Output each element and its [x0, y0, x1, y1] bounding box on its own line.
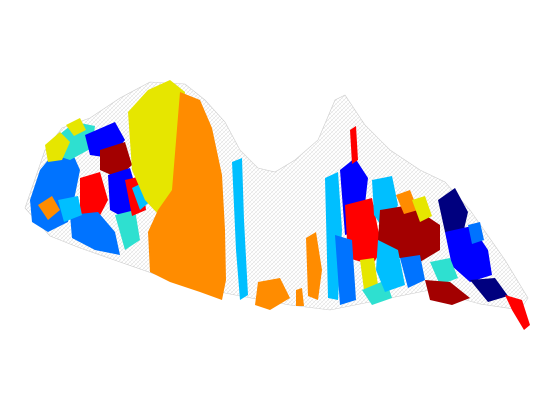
segment-patch [376, 240, 405, 292]
segment-patch [360, 258, 378, 290]
segment-patch [335, 235, 356, 305]
segment-patch [128, 80, 185, 214]
segment-patch [430, 258, 458, 285]
segment-patch [425, 280, 470, 305]
segment-patch [100, 142, 132, 178]
segment-patch [468, 222, 484, 244]
segment-patch [70, 212, 120, 255]
segment-patch [58, 196, 82, 222]
segment-patch [400, 255, 425, 288]
segment-patch [345, 198, 382, 265]
segment-patch [148, 92, 226, 300]
segment-patch [350, 126, 358, 164]
segment-patches [30, 80, 530, 330]
segment-patch [470, 278, 508, 302]
segment-patch [306, 232, 322, 300]
segment-patch [232, 158, 248, 300]
segment-patch [505, 295, 530, 330]
segment-patch [66, 118, 86, 136]
segment-patch [396, 190, 418, 214]
segment-patch [45, 132, 70, 162]
segment-patch [38, 196, 60, 220]
segment-patch [412, 196, 432, 222]
segment-patch [438, 188, 468, 238]
segment-patch [255, 278, 290, 310]
segment-patch [296, 288, 304, 306]
segment-patch [115, 210, 140, 250]
segment-patch [80, 172, 108, 225]
